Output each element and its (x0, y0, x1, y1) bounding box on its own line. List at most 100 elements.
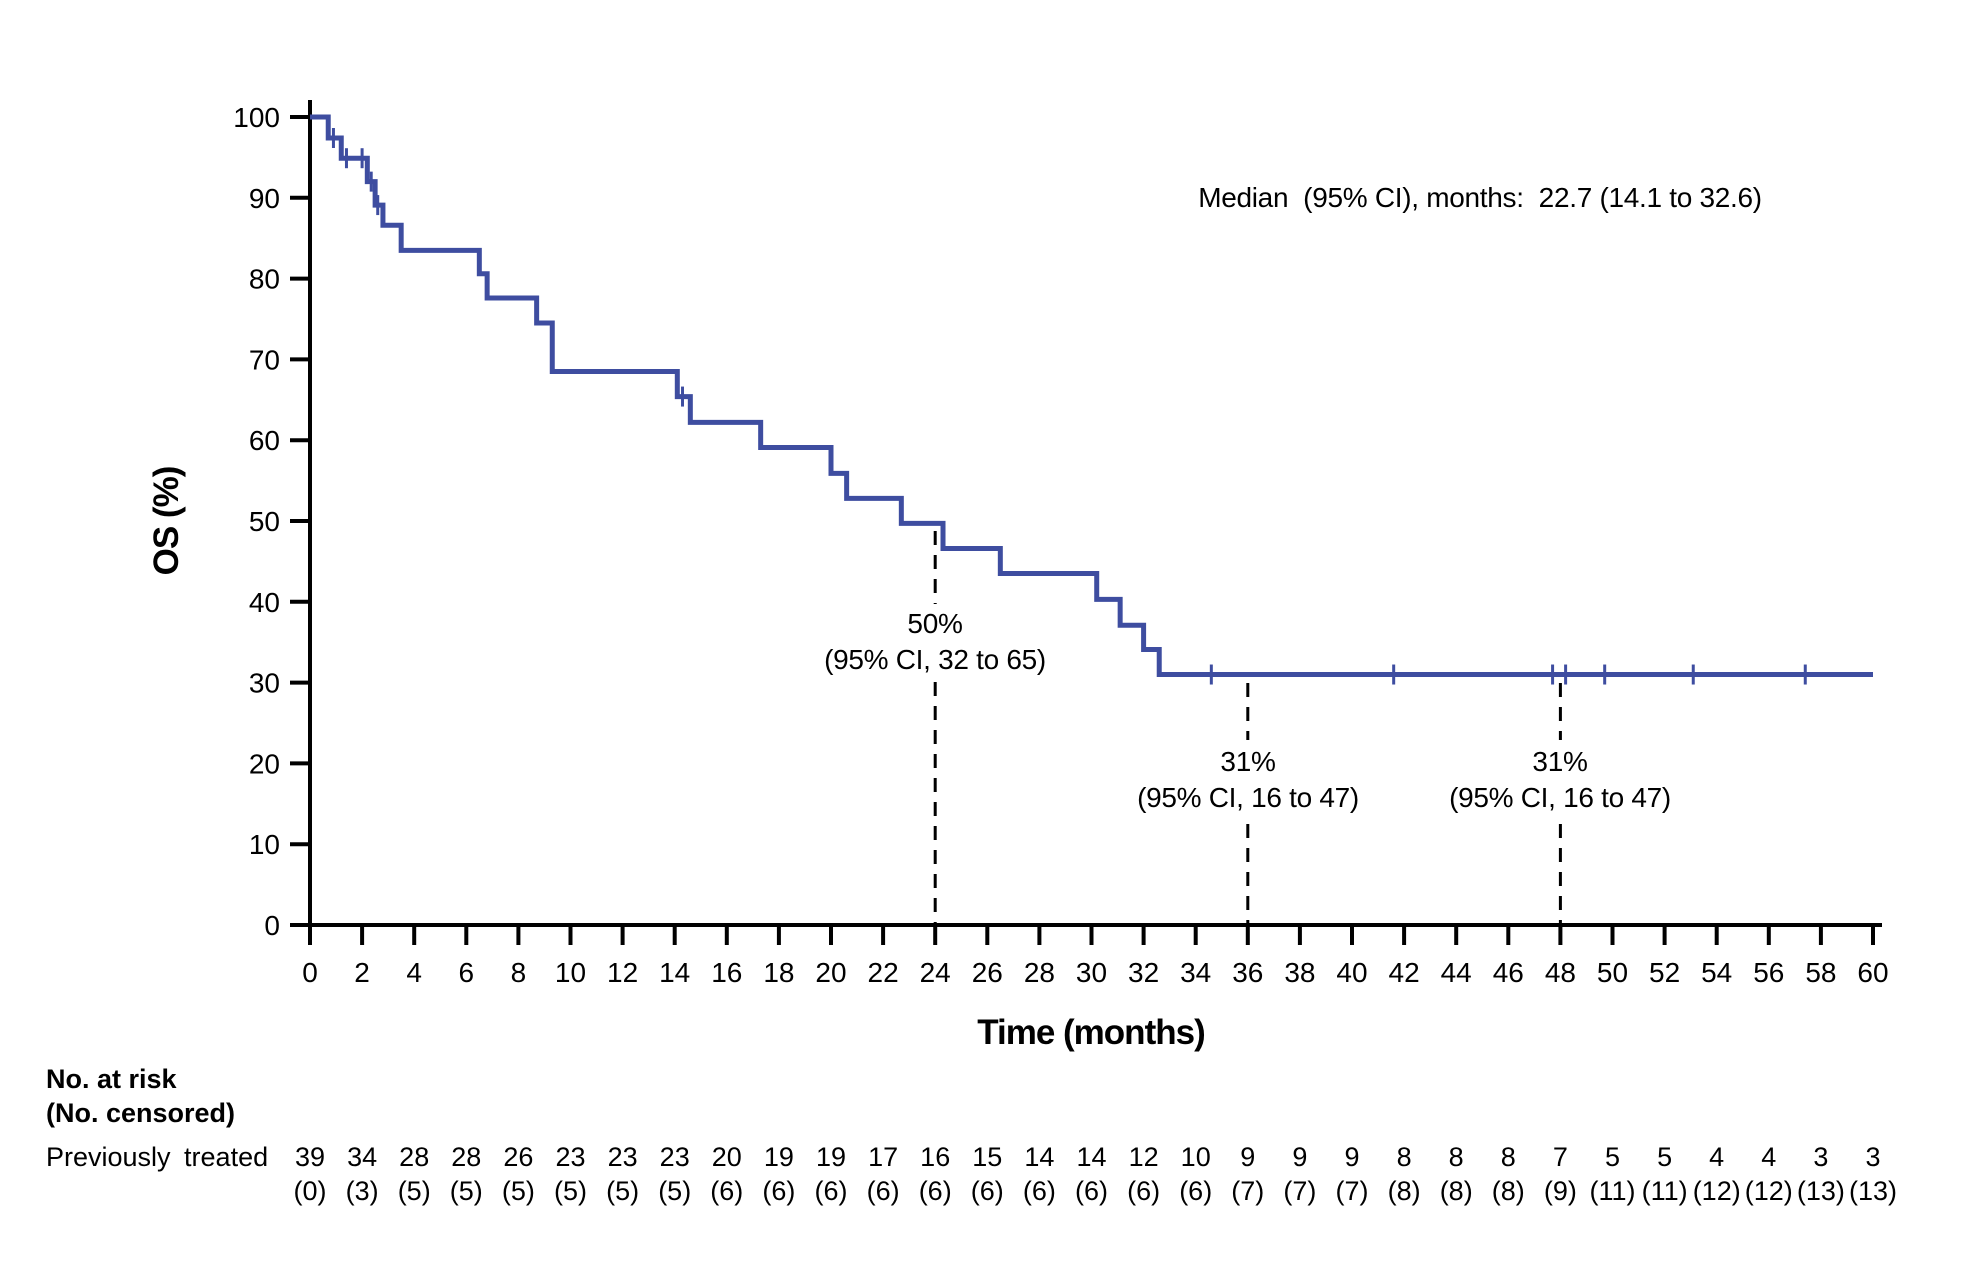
y-tick-label: 50 (249, 506, 280, 537)
x-tick-label: 30 (1076, 957, 1107, 988)
y-tick-label: 90 (249, 183, 280, 214)
risk-censored-count: (13) (1849, 1176, 1897, 1206)
risk-censored-count: (8) (1440, 1176, 1473, 1206)
y-tick-label: 10 (249, 829, 280, 860)
risk-at-risk-count: 34 (347, 1142, 377, 1172)
risk-at-risk-count: 19 (764, 1142, 794, 1172)
x-axis-title: Time (months) (977, 1013, 1204, 1052)
risk-censored-count: (6) (1179, 1176, 1212, 1206)
x-tick-label: 48 (1545, 957, 1576, 988)
risk-at-risk-count: 3 (1865, 1142, 1880, 1172)
risk-censored-count: (6) (762, 1176, 795, 1206)
x-tick-label: 40 (1336, 957, 1367, 988)
risk-censored-count: (6) (815, 1176, 848, 1206)
risk-at-risk-count: 9 (1240, 1142, 1255, 1172)
y-tick-label: 100 (233, 102, 280, 133)
risk-censored-count: (6) (919, 1176, 952, 1206)
risk-at-risk-count: 12 (1129, 1142, 1159, 1172)
y-tick-label: 30 (249, 668, 280, 699)
risk-at-risk-count: 3 (1813, 1142, 1828, 1172)
x-tick-label: 18 (763, 957, 794, 988)
risk-censored-count: (6) (1023, 1176, 1056, 1206)
risk-censored-count: (6) (1075, 1176, 1108, 1206)
y-tick-label: 0 (264, 910, 280, 941)
x-tick-label: 0 (302, 957, 318, 988)
risk-censored-count: (6) (867, 1176, 900, 1206)
risk-at-risk-count: 14 (1024, 1142, 1054, 1172)
risk-censored-count: (13) (1797, 1176, 1845, 1206)
risk-at-risk-count: 4 (1761, 1142, 1776, 1172)
ref36-label-pct: 31% (1220, 746, 1275, 777)
risk-at-risk-count: 9 (1292, 1142, 1307, 1172)
x-tick-label: 50 (1597, 957, 1628, 988)
risk-censored-count: (5) (450, 1176, 483, 1206)
x-tick-label: 34 (1180, 957, 1211, 988)
risk-at-risk-count: 8 (1449, 1142, 1464, 1172)
risk-censored-count: (7) (1283, 1176, 1316, 1206)
y-tick-label: 60 (249, 425, 280, 456)
x-tick-label: 14 (659, 957, 690, 988)
risk-at-risk-count: 5 (1657, 1142, 1672, 1172)
x-tick-label: 38 (1284, 957, 1315, 988)
risk-at-risk-count: 26 (503, 1142, 533, 1172)
x-tick-label: 12 (607, 957, 638, 988)
y-tick-label: 70 (249, 344, 280, 375)
risk-at-risk-count: 23 (660, 1142, 690, 1172)
risk-at-risk-count: 15 (972, 1142, 1002, 1172)
x-tick-label: 20 (815, 957, 846, 988)
x-tick-label: 24 (920, 957, 951, 988)
x-tick-label: 60 (1857, 957, 1888, 988)
risk-censored-count: (3) (346, 1176, 379, 1206)
x-tick-label: 36 (1232, 957, 1263, 988)
risk-censored-count: (5) (606, 1176, 639, 1206)
x-tick-label: 44 (1441, 957, 1472, 988)
x-tick-label: 28 (1024, 957, 1055, 988)
x-tick-label: 46 (1493, 957, 1524, 988)
y-tick-label: 40 (249, 587, 280, 618)
risk-at-risk-count: 16 (920, 1142, 950, 1172)
x-tick-label: 6 (459, 957, 475, 988)
risk-at-risk-count: 23 (608, 1142, 638, 1172)
ref24-label-ci: (95% CI, 32 to 65) (824, 644, 1046, 675)
risk-censored-count: (6) (1127, 1176, 1160, 1206)
ref36-label-ci: (95% CI, 16 to 47) (1137, 782, 1359, 813)
x-tick-label: 26 (972, 957, 1003, 988)
y-tick-label: 80 (249, 264, 280, 295)
risk-at-risk-count: 20 (712, 1142, 742, 1172)
risk-censored-count: (5) (554, 1176, 587, 1206)
risk-table-header-line1: No. at risk (46, 1064, 178, 1094)
risk-censored-count: (6) (710, 1176, 743, 1206)
ref24-label-pct: 50% (907, 608, 962, 639)
risk-at-risk-count: 14 (1076, 1142, 1106, 1172)
median-annotation: Median (95% CI), months: 22.7 (14.1 to 3… (1198, 182, 1762, 213)
x-tick-label: 10 (555, 957, 586, 988)
risk-at-risk-count: 17 (868, 1142, 898, 1172)
risk-at-risk-count: 8 (1501, 1142, 1516, 1172)
x-tick-label: 4 (406, 957, 422, 988)
risk-table-header-line2: (No. censored) (46, 1098, 235, 1128)
risk-at-risk-count: 8 (1397, 1142, 1412, 1172)
x-tick-label: 2 (354, 957, 370, 988)
reference-dashed-lines (933, 531, 1562, 923)
x-tick-label: 32 (1128, 957, 1159, 988)
x-tick-label: 42 (1389, 957, 1420, 988)
x-tick-label: 54 (1701, 957, 1732, 988)
risk-censored-count: (5) (502, 1176, 535, 1206)
risk-table-values: 39(0)34(3)28(5)28(5)26(5)23(5)23(5)23(5)… (294, 1142, 1898, 1206)
risk-censored-count: (11) (1589, 1176, 1635, 1206)
risk-at-risk-count: 9 (1344, 1142, 1359, 1172)
risk-censored-count: (5) (398, 1176, 431, 1206)
risk-censored-count: (8) (1492, 1176, 1525, 1206)
x-tick-label: 52 (1649, 957, 1680, 988)
x-tick-label: 8 (511, 957, 527, 988)
risk-censored-count: (6) (971, 1176, 1004, 1206)
x-tick-label: 16 (711, 957, 742, 988)
risk-at-risk-count: 7 (1553, 1142, 1568, 1172)
risk-at-risk-count: 28 (399, 1142, 429, 1172)
x-tick-label: 56 (1753, 957, 1784, 988)
risk-censored-count: (11) (1642, 1176, 1688, 1206)
ref48-label-pct: 31% (1532, 746, 1587, 777)
risk-censored-count: (9) (1544, 1176, 1577, 1206)
